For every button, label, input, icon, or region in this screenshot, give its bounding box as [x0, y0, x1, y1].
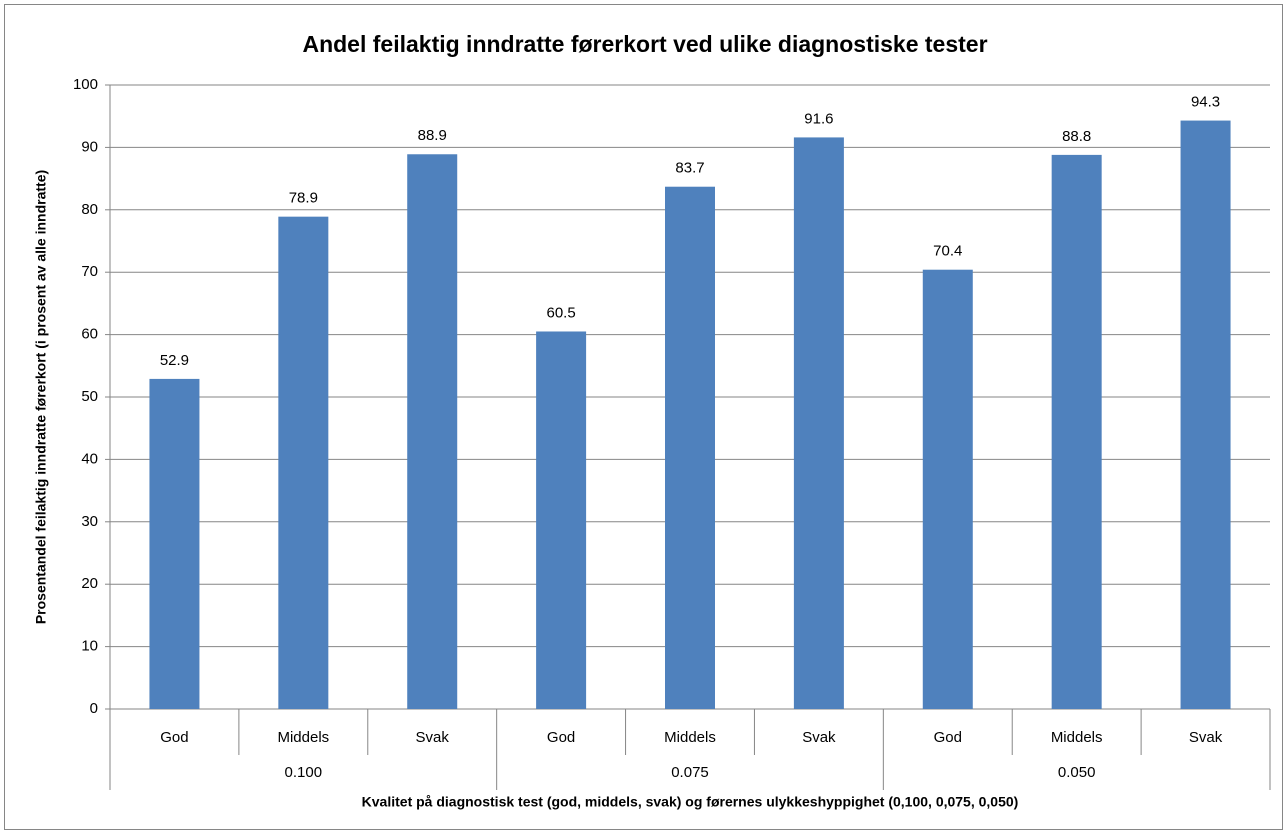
data-label: 60.5 [547, 304, 576, 321]
y-tick-label: 100 [73, 76, 98, 93]
x-tick-label: Middels [664, 729, 716, 746]
y-axis-title: Prosentandel feilaktig inndratte førerko… [33, 170, 49, 624]
y-tick-label: 60 [81, 326, 98, 343]
data-label: 88.9 [418, 127, 447, 144]
x-tick-label: God [160, 729, 188, 746]
data-label: 52.9 [160, 352, 189, 369]
data-label: 88.8 [1062, 128, 1091, 145]
bar [793, 137, 844, 709]
x-tick-label: God [547, 729, 575, 746]
y-tick-label: 10 [81, 638, 98, 655]
chart-title: Andel feilaktig inndratte førerkort ved … [302, 31, 987, 57]
x-tick-label: Svak [416, 729, 450, 746]
y-tick-label: 70 [81, 263, 98, 280]
data-label: 83.7 [675, 160, 704, 177]
bar [149, 378, 200, 709]
y-tick-label: 0 [90, 700, 98, 717]
bar [407, 154, 458, 709]
x-tick-label: Middels [1051, 729, 1103, 746]
x-tick-label: Middels [277, 729, 329, 746]
x-tick-label: God [934, 729, 962, 746]
y-tick-label: 40 [81, 450, 98, 467]
bar [1180, 120, 1231, 710]
y-tick-label: 80 [81, 201, 98, 218]
bar [665, 186, 715, 709]
data-label: 94.3 [1191, 94, 1220, 111]
bar [536, 331, 587, 709]
y-tick-label: 50 [81, 388, 98, 405]
bar [1051, 154, 1102, 709]
data-label: 91.6 [804, 110, 833, 127]
group-label: 0.050 [1058, 764, 1096, 781]
data-label: 78.9 [289, 190, 318, 207]
bar [922, 269, 973, 709]
group-label: 0.100 [285, 764, 323, 781]
x-axis-title: Kvalitet på diagnostisk test (god, midde… [362, 794, 1019, 810]
bar [278, 216, 329, 709]
group-label: 0.075 [671, 764, 709, 781]
y-tick-label: 30 [81, 513, 98, 530]
x-tick-label: Svak [802, 729, 836, 746]
y-tick-label: 20 [81, 575, 98, 592]
x-tick-label: Svak [1189, 729, 1223, 746]
data-label: 70.4 [933, 243, 962, 260]
y-tick-label: 90 [81, 138, 98, 155]
